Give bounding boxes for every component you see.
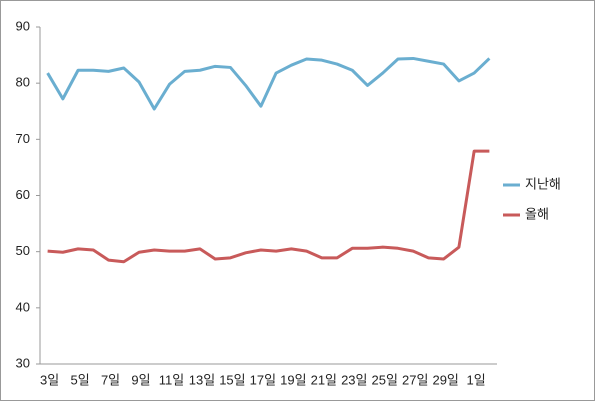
y-tick-label: 60 bbox=[16, 187, 30, 202]
x-tick-label: 29일 bbox=[432, 372, 458, 387]
y-tick-label: 40 bbox=[16, 299, 30, 314]
x-tick-label: 21일 bbox=[311, 372, 337, 387]
legend-label: 지난해 bbox=[525, 176, 561, 191]
x-tick-label: 25일 bbox=[372, 372, 398, 387]
y-tick-label: 90 bbox=[16, 18, 30, 33]
x-tick-label: 9일 bbox=[131, 372, 150, 387]
x-tick-label: 23일 bbox=[341, 372, 367, 387]
x-tick-label: 11일 bbox=[159, 372, 184, 387]
x-tick-label: 15일 bbox=[219, 372, 245, 387]
x-tick-label: 5일 bbox=[70, 372, 89, 387]
x-tick-label: 1일 bbox=[467, 372, 486, 387]
x-tick-label: 17일 bbox=[250, 372, 276, 387]
x-tick-label: 27일 bbox=[402, 372, 428, 387]
x-tick-label: 7일 bbox=[101, 372, 120, 387]
x-tick-label: 13일 bbox=[189, 372, 215, 387]
y-tick-label: 80 bbox=[16, 75, 30, 90]
y-tick-label: 30 bbox=[16, 355, 30, 370]
y-tick-label: 70 bbox=[16, 131, 30, 146]
y-tick-label: 50 bbox=[16, 243, 30, 258]
legend-label: 올해 bbox=[525, 206, 549, 221]
x-tick-label: 3일 bbox=[40, 372, 59, 387]
series-line bbox=[47, 149, 490, 264]
x-tick-label: 19일 bbox=[280, 372, 306, 387]
series-line bbox=[46, 56, 491, 111]
